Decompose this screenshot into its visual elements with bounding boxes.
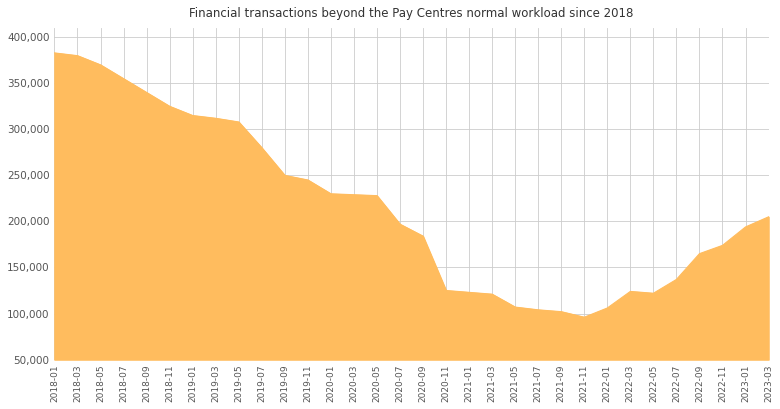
Title: Financial transactions beyond the Pay Centres normal workload since 2018: Financial transactions beyond the Pay Ce… — [190, 7, 633, 20]
